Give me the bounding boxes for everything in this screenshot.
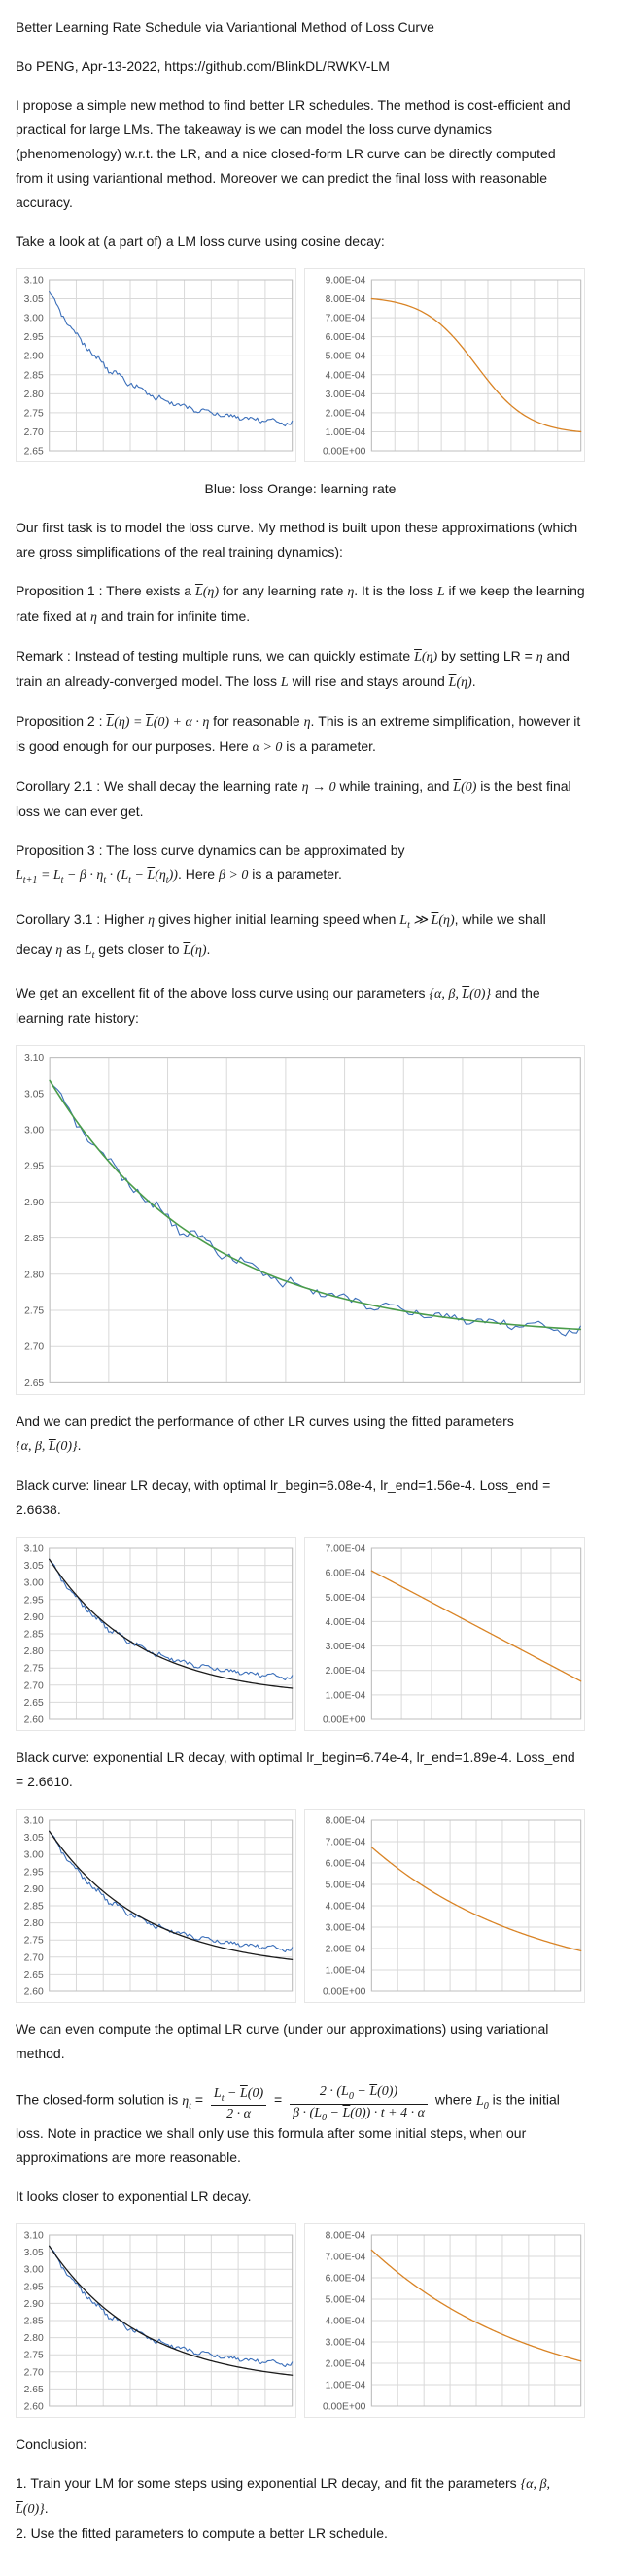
svg-text:8.00E-04: 8.00E-04 xyxy=(326,1816,366,1827)
svg-text:2.65: 2.65 xyxy=(24,1970,44,1981)
svg-text:3.05: 3.05 xyxy=(24,1090,44,1101)
svg-text:3.00E-04: 3.00E-04 xyxy=(326,390,366,400)
svg-text:0.00E+00: 0.00E+00 xyxy=(323,1987,366,1998)
svg-text:7.00E-04: 7.00E-04 xyxy=(326,1544,366,1555)
svg-text:2.70: 2.70 xyxy=(24,1681,44,1692)
svg-text:6.00E-04: 6.00E-04 xyxy=(326,2274,366,2285)
svg-text:2.60: 2.60 xyxy=(24,1715,44,1726)
svg-text:2.75: 2.75 xyxy=(24,1306,44,1317)
svg-text:3.00: 3.00 xyxy=(24,1850,44,1861)
svg-text:3.10: 3.10 xyxy=(24,276,44,287)
svg-text:2.90: 2.90 xyxy=(24,1198,44,1208)
svg-text:2.65: 2.65 xyxy=(24,447,44,458)
svg-text:2.80: 2.80 xyxy=(24,2333,44,2344)
svg-text:2.75: 2.75 xyxy=(24,1664,44,1675)
svg-text:3.00: 3.00 xyxy=(24,1578,44,1589)
svg-text:8.00E-04: 8.00E-04 xyxy=(326,2231,366,2242)
svg-text:4.00E-04: 4.00E-04 xyxy=(326,370,366,381)
svg-text:1.00E-04: 1.00E-04 xyxy=(326,1691,366,1702)
svg-text:2.60: 2.60 xyxy=(24,2402,44,2413)
svg-text:3.00E-04: 3.00E-04 xyxy=(326,2338,366,2349)
svg-text:2.00E-04: 2.00E-04 xyxy=(326,2359,366,2370)
svg-text:2.75: 2.75 xyxy=(24,1936,44,1947)
svg-text:4.00E-04: 4.00E-04 xyxy=(326,1902,366,1913)
svg-text:5.00E-04: 5.00E-04 xyxy=(326,2295,366,2306)
svg-text:3.10: 3.10 xyxy=(24,1053,44,1064)
svg-text:2.60: 2.60 xyxy=(24,1987,44,1998)
svg-text:2.90: 2.90 xyxy=(24,2299,44,2310)
svg-text:3.10: 3.10 xyxy=(24,2231,44,2242)
svg-text:7.00E-04: 7.00E-04 xyxy=(326,1838,366,1848)
svg-text:0.00E+00: 0.00E+00 xyxy=(323,2402,366,2413)
svg-text:3.10: 3.10 xyxy=(24,1816,44,1827)
svg-text:7.00E-04: 7.00E-04 xyxy=(326,314,366,324)
svg-text:3.10: 3.10 xyxy=(24,1544,44,1555)
svg-text:2.90: 2.90 xyxy=(24,1884,44,1895)
svg-text:1.00E-04: 1.00E-04 xyxy=(326,2381,366,2391)
svg-text:3.05: 3.05 xyxy=(24,2248,44,2258)
svg-text:2.65: 2.65 xyxy=(24,1378,44,1389)
svg-text:0.00E+00: 0.00E+00 xyxy=(323,447,366,458)
svg-text:2.85: 2.85 xyxy=(24,1234,44,1244)
svg-text:2.70: 2.70 xyxy=(24,1953,44,1964)
svg-text:2.85: 2.85 xyxy=(24,2317,44,2327)
svg-text:2.65: 2.65 xyxy=(24,2385,44,2395)
svg-text:2.95: 2.95 xyxy=(24,1596,44,1607)
svg-text:3.05: 3.05 xyxy=(24,294,44,305)
svg-text:6.00E-04: 6.00E-04 xyxy=(326,1859,366,1870)
svg-text:9.00E-04: 9.00E-04 xyxy=(326,276,366,287)
svg-text:2.00E-04: 2.00E-04 xyxy=(326,1945,366,1955)
svg-text:5.00E-04: 5.00E-04 xyxy=(326,1881,366,1891)
svg-text:2.85: 2.85 xyxy=(24,370,44,381)
svg-text:2.75: 2.75 xyxy=(24,408,44,419)
svg-text:8.00E-04: 8.00E-04 xyxy=(326,294,366,305)
svg-text:6.00E-04: 6.00E-04 xyxy=(326,332,366,343)
svg-text:6.00E-04: 6.00E-04 xyxy=(326,1569,366,1579)
svg-text:2.95: 2.95 xyxy=(24,1868,44,1879)
svg-text:7.00E-04: 7.00E-04 xyxy=(326,2253,366,2263)
svg-text:2.85: 2.85 xyxy=(24,1630,44,1641)
svg-text:2.80: 2.80 xyxy=(24,390,44,400)
svg-text:0.00E+00: 0.00E+00 xyxy=(323,1715,366,1726)
svg-text:3.05: 3.05 xyxy=(24,1833,44,1844)
svg-text:2.90: 2.90 xyxy=(24,352,44,362)
svg-text:2.90: 2.90 xyxy=(24,1612,44,1623)
svg-text:2.75: 2.75 xyxy=(24,2351,44,2361)
svg-text:4.00E-04: 4.00E-04 xyxy=(326,2317,366,2327)
svg-text:1.00E-04: 1.00E-04 xyxy=(326,1966,366,1977)
svg-text:2.80: 2.80 xyxy=(24,1271,44,1281)
svg-text:2.85: 2.85 xyxy=(24,1902,44,1913)
svg-text:5.00E-04: 5.00E-04 xyxy=(326,352,366,362)
svg-text:3.00: 3.00 xyxy=(24,2265,44,2276)
svg-text:2.80: 2.80 xyxy=(24,1646,44,1657)
svg-text:2.70: 2.70 xyxy=(24,2367,44,2378)
svg-text:3.00E-04: 3.00E-04 xyxy=(326,1923,366,1934)
svg-text:2.70: 2.70 xyxy=(24,1342,44,1353)
svg-text:2.00E-04: 2.00E-04 xyxy=(326,1667,366,1678)
svg-text:3.00E-04: 3.00E-04 xyxy=(326,1642,366,1652)
svg-text:2.95: 2.95 xyxy=(24,2282,44,2292)
svg-text:3.00: 3.00 xyxy=(24,314,44,324)
svg-text:2.95: 2.95 xyxy=(24,332,44,343)
svg-text:5.00E-04: 5.00E-04 xyxy=(326,1593,366,1604)
svg-text:2.70: 2.70 xyxy=(24,427,44,438)
svg-text:2.95: 2.95 xyxy=(24,1162,44,1172)
svg-text:2.65: 2.65 xyxy=(24,1698,44,1709)
svg-text:1.00E-04: 1.00E-04 xyxy=(326,427,366,438)
svg-text:3.00: 3.00 xyxy=(24,1126,44,1136)
svg-text:2.80: 2.80 xyxy=(24,1918,44,1929)
svg-text:4.00E-04: 4.00E-04 xyxy=(326,1617,366,1628)
svg-text:2.00E-04: 2.00E-04 xyxy=(326,408,366,419)
svg-text:3.05: 3.05 xyxy=(24,1561,44,1572)
